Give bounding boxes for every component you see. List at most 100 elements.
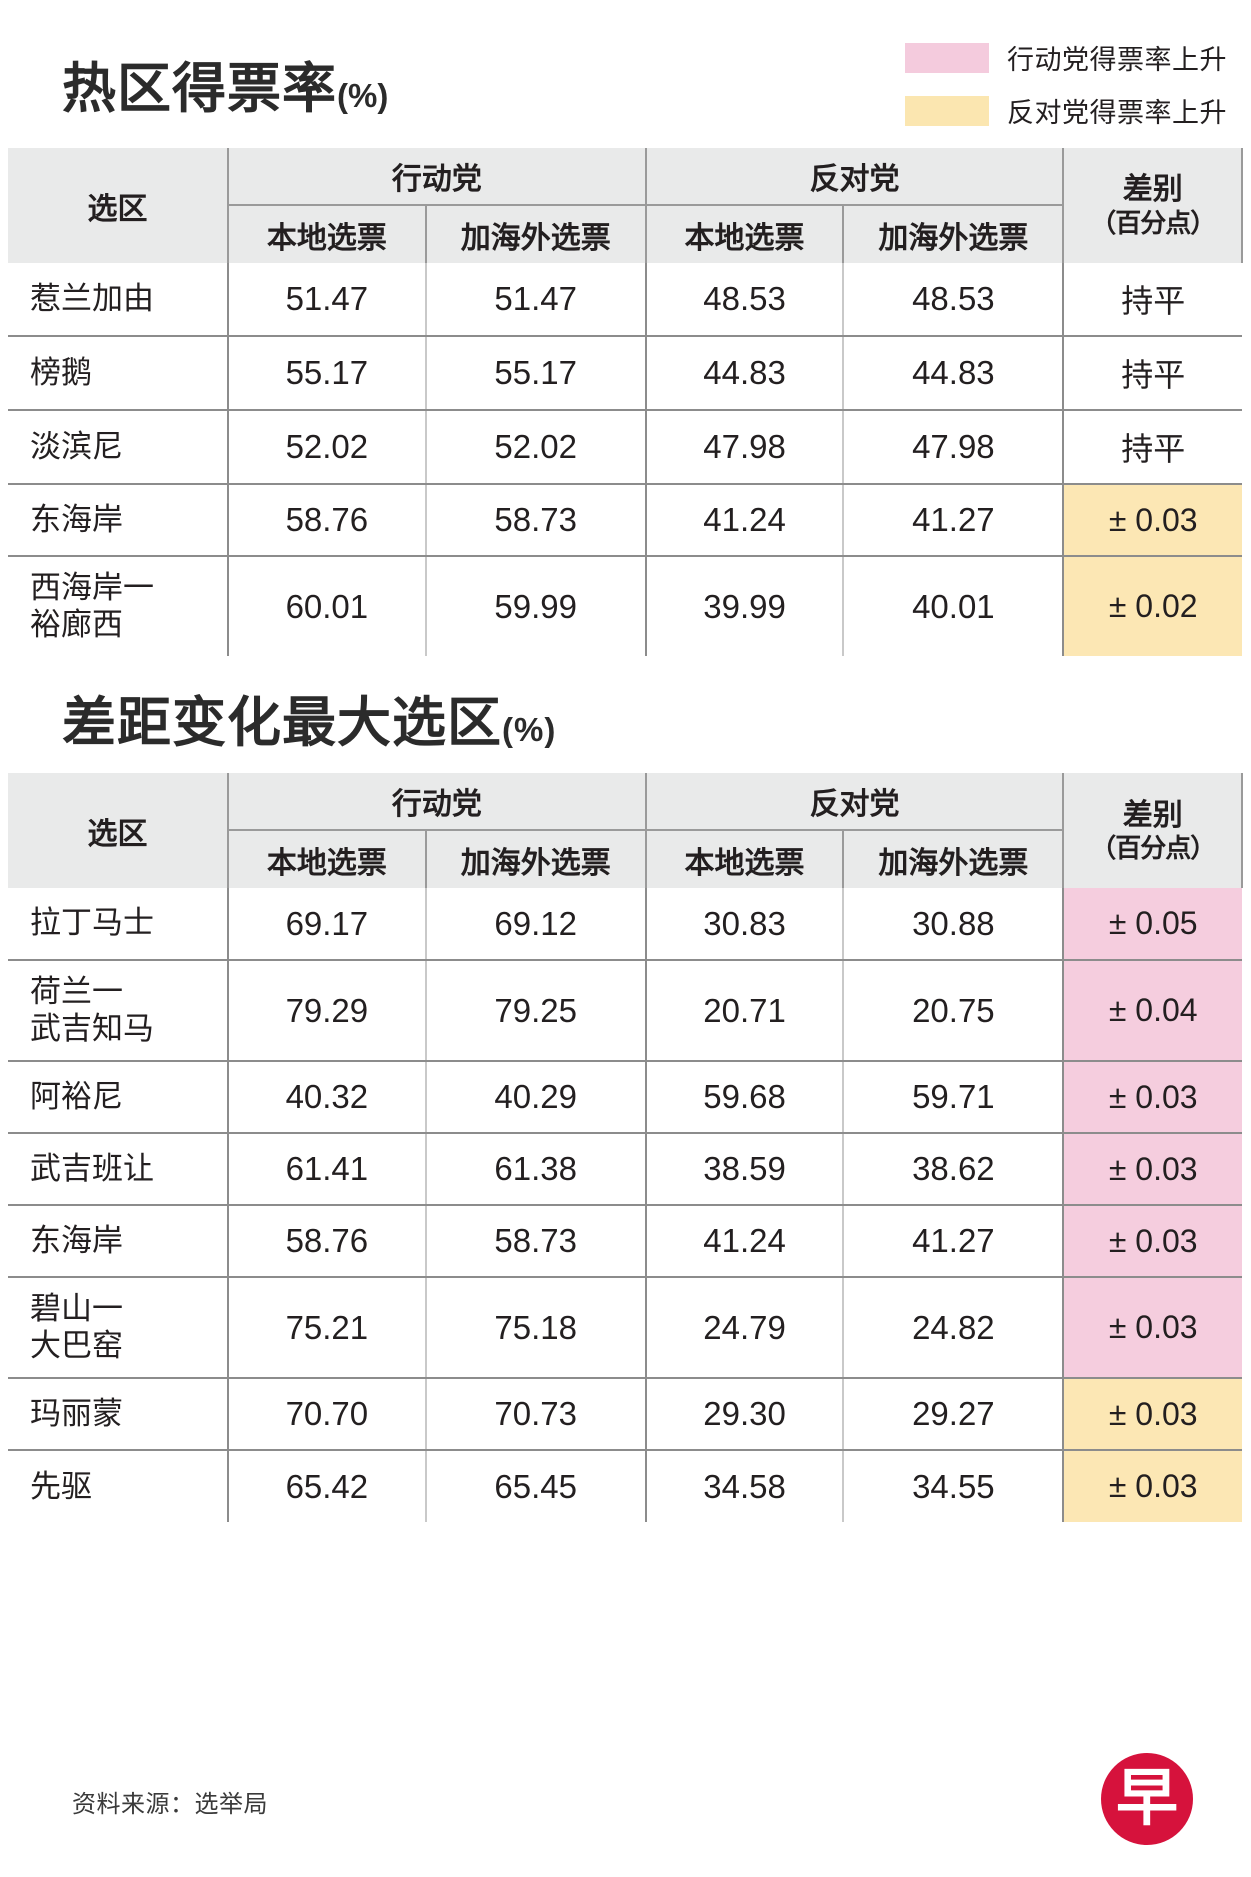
table-row: 武吉班让 61.41 61.38 38.59 38.62 ± 0.03 [8,1133,1242,1207]
cell-constituency: 武吉班让 [8,1133,230,1207]
cell-difference: ± 0.03 [1063,484,1242,557]
th-pap-local: 本地选票 [228,830,427,889]
cell-pap-overseas: 69.12 [425,888,647,962]
hot-seats-table: 选区 行动党 反对党 差别 （百分点） 本地选票 加海外选票 本地选票 加海外选… [8,148,1243,657]
source-note: 资料来源：选举局 [72,1791,268,1818]
th-opp-overseas: 加海外选票 [843,205,1065,263]
page-title: 热区得票率(%) [62,44,388,123]
legend-label-pap: 行动党得票率上升 [1007,45,1227,75]
table-row: 玛丽蒙 70.70 70.73 29.30 29.27 ± 0.03 [8,1378,1242,1452]
cell-pap-overseas: 40.29 [425,1061,647,1135]
cell-pap-overseas: 75.18 [425,1277,647,1380]
cell-opp-local: 48.53 [645,263,845,337]
cell-constituency: 东海岸 [8,484,230,557]
table-row: 西海岸一 裕廊西 60.01 59.99 39.99 40.01 ± 0.02 [8,556,1242,657]
th-difference-main: 差别 [1122,173,1183,207]
cell-difference: ± 0.03 [1063,1205,1242,1279]
section-2-title: 差距变化最大选区(%) [62,678,1251,757]
legend-item-pap: 行动党得票率上升 [905,38,1227,77]
cell-opp-local: 30.83 [645,888,845,962]
cell-constituency: 阿裕尼 [8,1061,230,1135]
cell-pap-local: 55.17 [228,336,427,411]
th-difference-sub: （百分点） [1090,833,1216,864]
th-difference-main: 差别 [1122,798,1183,832]
cell-pap-overseas: 55.17 [425,336,647,411]
cell-pap-local: 60.01 [228,556,427,657]
cell-opp-overseas: 41.27 [843,484,1065,557]
table-2-header-row-1: 选区 行动党 反对党 差别 （百分点） [8,773,1243,889]
cell-pap-local: 69.17 [228,888,427,962]
cell-constituency: 玛丽蒙 [8,1378,230,1452]
cell-pap-overseas: 58.73 [425,1205,647,1279]
th-difference-sub: （百分点） [1090,207,1216,238]
cell-difference: ± 0.03 [1063,1133,1242,1207]
cell-pap-local: 51.47 [228,263,427,337]
cell-pap-overseas: 65.45 [425,1450,647,1523]
table-1-head: 选区 行动党 反对党 差别 （百分点） 本地选票 加海外选票 本地选票 加海外选… [8,148,1243,263]
table-row: 淡滨尼 52.02 52.02 47.98 47.98 持平 [8,410,1242,485]
cell-difference: ± 0.03 [1063,1378,1242,1452]
legend-swatch-pink-icon [905,42,989,73]
cell-pap-overseas: 51.47 [425,263,647,337]
cell-opp-overseas: 30.88 [843,888,1065,962]
legend: 行动党得票率上升 反对党得票率上升 [905,38,1227,130]
zaobao-logo-icon: 早 [1101,1753,1193,1845]
cell-constituency: 碧山一 大巴窑 [8,1277,230,1380]
cell-opp-overseas: 44.83 [843,336,1065,411]
cell-difference: 持平 [1063,410,1242,485]
cell-pap-overseas: 58.73 [425,484,647,557]
cell-opp-overseas: 24.82 [843,1277,1065,1380]
cell-opp-overseas: 48.53 [843,263,1065,337]
cell-constituency: 西海岸一 裕廊西 [8,556,230,657]
cell-opp-local: 24.79 [645,1277,845,1380]
cell-difference: 持平 [1063,336,1242,411]
th-opp-overseas: 加海外选票 [843,830,1065,889]
zaobao-logo-text: 早 [1115,1764,1178,1833]
table-row: 碧山一 大巴窑 75.21 75.18 24.79 24.82 ± 0.03 [8,1277,1242,1380]
cell-opp-overseas: 47.98 [843,410,1065,485]
cell-constituency: 荷兰一 武吉知马 [8,960,230,1063]
table-row: 荷兰一 武吉知马 79.29 79.25 20.71 20.75 ± 0.04 [8,960,1242,1063]
cell-constituency: 淡滨尼 [8,410,230,485]
cell-opp-local: 29.30 [645,1378,845,1452]
cell-pap-overseas: 59.99 [425,556,647,657]
cell-difference: 持平 [1063,263,1242,337]
cell-opp-overseas: 41.27 [843,1205,1065,1279]
cell-pap-local: 40.32 [228,1061,427,1135]
footer: 资料来源：选举局 早 [0,1727,1251,1877]
table-row: 榜鹅 55.17 55.17 44.83 44.83 持平 [8,336,1242,411]
table-2-header-row-2: 本地选票 加海外选票 本地选票 加海外选票 [8,830,1242,889]
cell-opp-local: 20.71 [645,960,845,1063]
cell-opp-overseas: 59.71 [843,1061,1065,1135]
table-row: 先驱 65.42 65.45 34.58 34.55 ± 0.03 [8,1450,1242,1523]
cell-pap-local: 75.21 [228,1277,427,1380]
cell-constituency: 榜鹅 [8,336,230,411]
legend-item-opposition: 反对党得票率上升 [905,91,1227,130]
table-1-header-row-1: 选区 行动党 反对党 差别 （百分点） [8,148,1243,263]
th-opp-local: 本地选票 [645,830,845,889]
cell-constituency: 东海岸 [8,1205,230,1279]
th-seat: 选区 [8,773,230,889]
th-party-opposition: 反对党 [645,148,1065,206]
table-row: 惹兰加由 51.47 51.47 48.53 48.53 持平 [8,263,1242,337]
cell-pap-local: 61.41 [228,1133,427,1207]
table-row: 东海岸 58.76 58.73 41.24 41.27 ± 0.03 [8,484,1242,557]
th-difference: 差别 （百分点） [1063,148,1243,263]
cell-opp-local: 41.24 [645,1205,845,1279]
cell-opp-local: 34.58 [645,1450,845,1523]
cell-pap-overseas: 79.25 [425,960,647,1063]
cell-pap-local: 52.02 [228,410,427,485]
cell-opp-overseas: 34.55 [843,1450,1065,1523]
cell-opp-local: 38.59 [645,1133,845,1207]
table-1-wrapper: 选区 行动党 反对党 差别 （百分点） 本地选票 加海外选票 本地选票 加海外选… [0,148,1251,657]
cell-pap-overseas: 61.38 [425,1133,647,1207]
cell-constituency: 惹兰加由 [8,263,230,337]
th-pap-local: 本地选票 [228,205,427,263]
th-party-opposition: 反对党 [645,773,1065,832]
th-party-pap: 行动党 [228,773,647,832]
cell-pap-local: 58.76 [228,484,427,557]
cell-opp-overseas: 29.27 [843,1378,1065,1452]
th-seat: 选区 [8,148,230,263]
table-2-head: 选区 行动党 反对党 差别 （百分点） 本地选票 加海外选票 本地选票 加海外选… [8,773,1243,889]
